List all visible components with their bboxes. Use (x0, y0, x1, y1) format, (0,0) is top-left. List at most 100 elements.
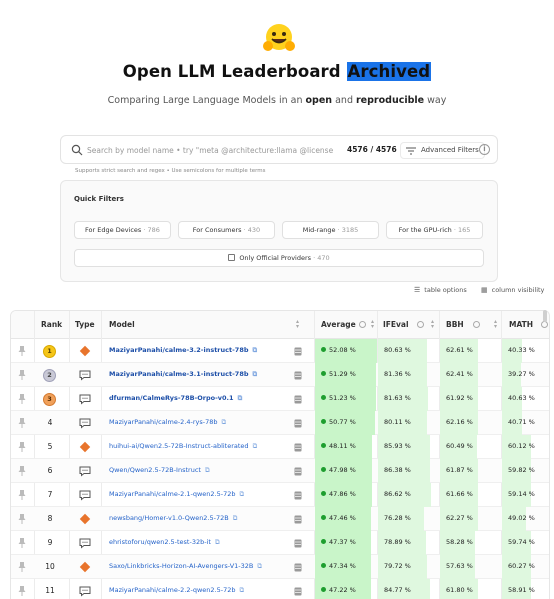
model-link[interactable]: MaziyarPanahi/calme-3.1-instruct-78b ⧉ (109, 370, 257, 379)
table-scrollbar[interactable] (543, 310, 547, 322)
dataset-details-icon[interactable] (294, 467, 302, 476)
average-value: 47.98 % (321, 466, 356, 474)
pin-icon[interactable] (18, 538, 26, 548)
external-link-icon[interactable]: ⧉ (232, 514, 238, 522)
math-value: 59.14 % (508, 490, 535, 498)
table-row[interactable]: 4 MaziyarPanahi/calme-2.4-rys-78b ⧉ 50.77 %… (11, 411, 549, 435)
table-row[interactable]: 10 Saxo/Linkbricks-Horizon-AI-Avengers-V1… (11, 555, 549, 579)
model-link[interactable]: Qwen/Qwen2.5-72B-Instruct ⧉ (109, 466, 210, 475)
dataset-details-icon[interactable] (294, 347, 302, 356)
average-text: 51.23 % (329, 394, 356, 402)
model-link[interactable]: Saxo/Linkbricks-Horizon-AI-Avengers-V1-3… (109, 562, 262, 571)
header-model[interactable]: Model (109, 320, 135, 329)
pin-icon[interactable] (18, 346, 26, 356)
pin-icon[interactable] (18, 370, 26, 380)
filter-mid-range-button[interactable]: Mid-range · 3185 (282, 221, 379, 239)
model-link[interactable]: MaziyarPanahi/calme-2.4-rys-78b ⧉ (109, 418, 226, 427)
ifeval-value: 80.63 % (384, 346, 411, 354)
model-link[interactable]: dfurman/CalmeRys-78B-Orpo-v0.1 ⧉ (109, 394, 242, 403)
table-row[interactable]: 8 newsbang/Homer-v1.0-Qwen2.5-72B ⧉ 47.46 %… (11, 507, 549, 531)
table-row[interactable]: 11 MaziyarPanahi/calme-2.2-qwen2.5-72b ⧉ 47… (11, 579, 549, 599)
dataset-details-icon[interactable] (294, 587, 302, 596)
average-cell: 47.34 % (315, 555, 377, 579)
model-name: ehristoforu/qwen2.5-test-32b-it (109, 538, 211, 546)
pin-icon[interactable] (18, 562, 26, 572)
table-row[interactable]: 9 ehristoforu/qwen2.5-test-32b-it ⧉ 47.37 %… (11, 531, 549, 555)
advanced-filters-button[interactable]: Advanced Filters (400, 142, 485, 159)
external-link-icon[interactable]: ⧉ (239, 490, 245, 498)
dataset-details-icon[interactable] (294, 395, 302, 404)
bbh-cell: 62.27 % (440, 507, 501, 531)
external-link-icon[interactable]: ⧉ (252, 346, 258, 354)
rank-number: 9 (47, 538, 53, 547)
pin-icon[interactable] (18, 466, 26, 476)
model-link[interactable]: ehristoforu/qwen2.5-test-32b-it ⧉ (109, 538, 220, 547)
average-value: 50.77 % (321, 418, 356, 426)
external-link-icon[interactable]: ⧉ (252, 370, 258, 378)
table-row[interactable]: 6 Qwen/Qwen2.5-72B-Instruct ⧉ 47.98 % 86.38 … (11, 459, 549, 483)
search-info-icon[interactable]: i (479, 144, 490, 155)
dataset-details-icon[interactable] (294, 563, 302, 572)
table-row[interactable]: 1 MaziyarPanahi/calme-3.2-instruct-78b ⧉ 52… (11, 339, 549, 363)
model-link[interactable]: newsbang/Homer-v1.0-Qwen2.5-72B ⧉ (109, 514, 237, 523)
bbh-info-icon[interactable] (473, 321, 480, 328)
pin-icon[interactable] (18, 442, 26, 452)
model-link[interactable]: MaziyarPanahi/calme-2.1-qwen2.5-72b ⧉ (109, 490, 244, 499)
status-dot (321, 539, 326, 544)
external-link-icon[interactable]: ⧉ (204, 466, 210, 474)
table-row[interactable]: 2 MaziyarPanahi/calme-3.1-instruct-78b ⧉ 51… (11, 363, 549, 387)
average-text: 47.98 % (329, 466, 356, 474)
table-options-button[interactable]: ☰ table options (414, 286, 467, 294)
rank-medal: 1 (43, 345, 56, 358)
external-link-icon[interactable]: ⧉ (221, 418, 227, 426)
table-row[interactable]: 3 dfurman/CalmeRys-78B-Orpo-v0.1 ⧉ 51.23 % 8… (11, 387, 549, 411)
external-link-icon[interactable]: ⧉ (257, 562, 263, 570)
official-providers-checkbox[interactable] (228, 254, 236, 261)
pin-icon[interactable] (18, 490, 26, 500)
chat-model-icon (79, 418, 91, 429)
header-ifeval[interactable]: IFEval (383, 320, 409, 329)
model-link[interactable]: MaziyarPanahi/calme-2.2-qwen2.5-72b ⧉ (109, 586, 244, 595)
pin-icon[interactable] (18, 418, 26, 428)
dataset-details-icon[interactable] (294, 491, 302, 500)
bbh-cell: 61.87 % (440, 459, 501, 483)
model-link[interactable]: huihui-ai/Qwen2.5-72B-Instruct-abliterat… (109, 442, 257, 451)
header-rank[interactable]: Rank (41, 320, 63, 329)
model-sort-icon[interactable]: ▴ ▾ (296, 318, 300, 330)
dataset-details-icon[interactable] (294, 443, 302, 452)
header-average[interactable]: Average (321, 320, 356, 329)
math-info-icon[interactable] (541, 321, 548, 328)
header-math[interactable]: MATH (509, 320, 534, 329)
ifeval-sort-icon[interactable]: ▴ ▾ (431, 318, 435, 330)
external-link-icon[interactable]: ⧉ (237, 394, 243, 402)
dataset-details-icon[interactable] (294, 371, 302, 380)
search-input[interactable] (87, 142, 333, 158)
ifeval-info-icon[interactable] (417, 321, 424, 328)
external-link-icon[interactable]: ⧉ (214, 538, 220, 546)
dataset-details-icon[interactable] (294, 515, 302, 524)
ifeval-cell: 86.62 % (378, 483, 439, 507)
bbh-sort-icon[interactable]: ▴ ▾ (494, 318, 498, 330)
model-link[interactable]: MaziyarPanahi/calme-3.2-instruct-78b ⧉ (109, 346, 257, 355)
table-row[interactable]: 5 huihui-ai/Qwen2.5-72B-Instruct-ablitera… (11, 435, 549, 459)
official-providers-toggle[interactable]: Only Official Providers · 470 (74, 249, 484, 267)
dataset-details-icon[interactable] (294, 539, 302, 548)
pin-icon[interactable] (18, 514, 26, 524)
filter-consumers-button[interactable]: For Consumers · 430 (178, 221, 275, 239)
math-bar (502, 387, 522, 411)
average-sort-icon[interactable]: ▴ ▾ (371, 318, 375, 330)
external-link-icon[interactable]: ⧉ (239, 586, 245, 594)
table-row[interactable]: 7 MaziyarPanahi/calme-2.1-qwen2.5-72b ⧉ 47.… (11, 483, 549, 507)
header-type[interactable]: Type (75, 320, 95, 329)
column-visibility-button[interactable]: ▦ column visibility (481, 286, 544, 294)
filter-gpu-rich-button[interactable]: For the GPU-rich · 165 (386, 221, 483, 239)
average-cell: 51.23 % (315, 387, 377, 411)
external-link-icon[interactable]: ⧉ (252, 442, 258, 450)
average-info-icon[interactable] (359, 321, 366, 328)
dataset-details-icon[interactable] (294, 419, 302, 428)
pin-icon[interactable] (18, 394, 26, 404)
filter-edge-devices-button[interactable]: For Edge Devices · 786 (74, 221, 171, 239)
pin-icon[interactable] (18, 586, 26, 596)
header-bbh[interactable]: BBH (446, 320, 464, 329)
status-dot (321, 347, 326, 352)
